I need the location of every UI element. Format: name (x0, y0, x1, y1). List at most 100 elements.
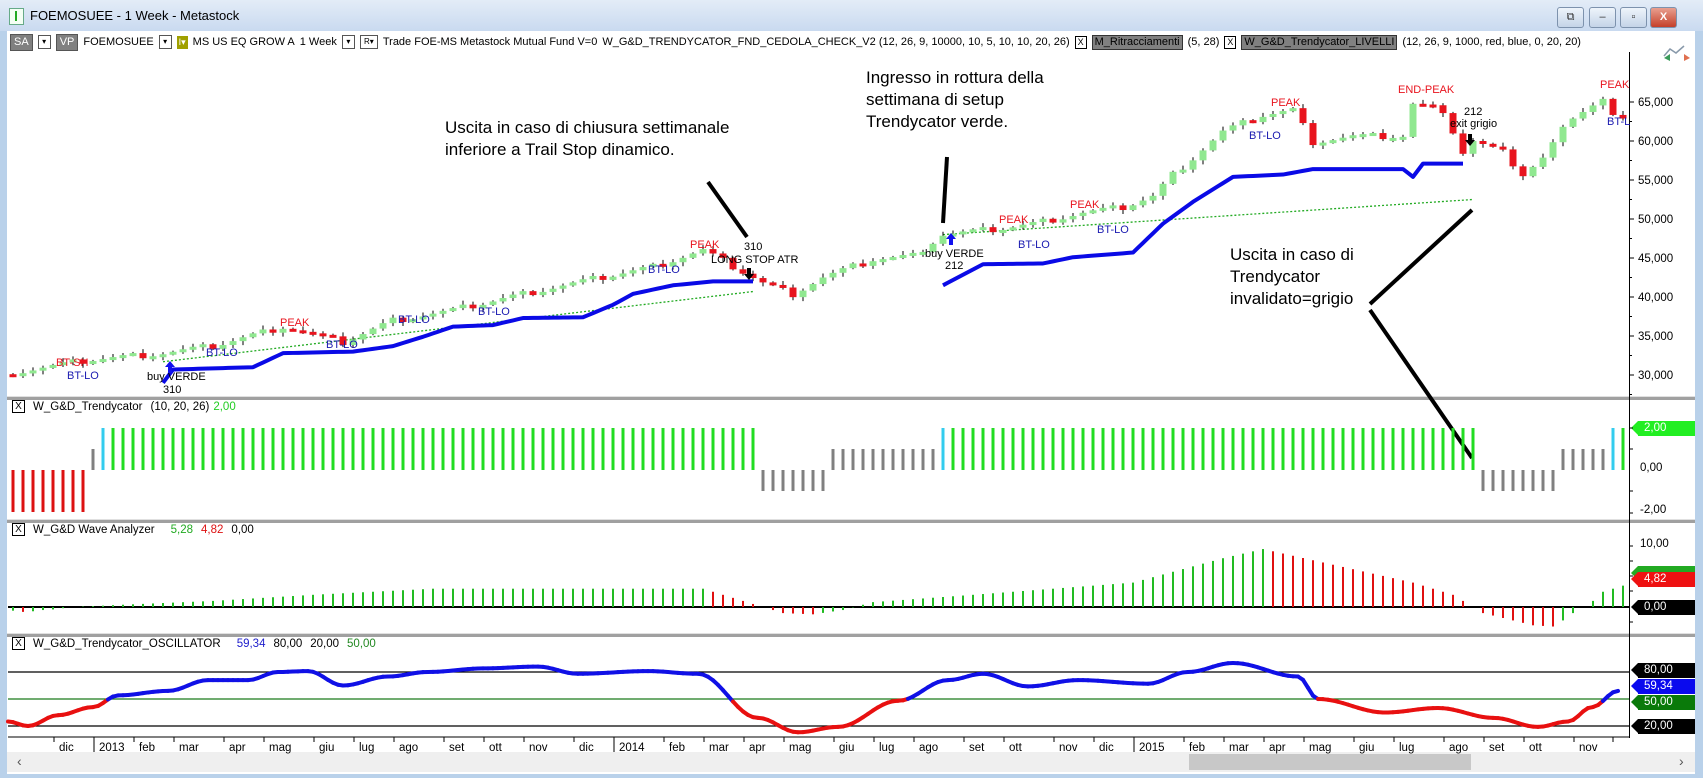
sa-dropdown-icon[interactable]: ▾ (37, 35, 51, 49)
indicator-ritracciamenti[interactable]: M_Ritracciamenti (1091, 34, 1183, 50)
time-axis-label: dic (1099, 742, 1114, 754)
chart-navigation-icon[interactable] (1662, 44, 1692, 62)
price-axis-label: 45,000 (1638, 253, 1673, 265)
pane-divider[interactable] (7, 519, 1695, 523)
maximize-button[interactable]: ▫ (1620, 7, 1647, 28)
trendycator-bar (281, 428, 285, 470)
candle-body (1349, 135, 1357, 139)
time-axis-label: mag (269, 742, 291, 754)
wave-bar (722, 594, 724, 607)
trendycator-bar (1151, 428, 1155, 470)
restore-float-button[interactable]: ⧉ (1557, 7, 1584, 28)
candle-body (779, 284, 787, 288)
candle-body (89, 361, 97, 365)
wave-bar (1522, 607, 1524, 623)
candle-body (869, 261, 877, 266)
wave-bar (482, 588, 484, 607)
chart-signal-label: 212 (1464, 106, 1482, 118)
candle-body (1019, 224, 1027, 228)
sa-button[interactable]: SA (10, 33, 33, 51)
candle-body (1549, 142, 1557, 158)
wave-bar (602, 588, 604, 607)
close-pane-icon[interactable]: X (12, 523, 25, 536)
scrollbar-thumb[interactable] (1189, 754, 1471, 770)
candle-body (119, 355, 127, 359)
symbol-dropdown-icon[interactable]: ▾ (158, 35, 172, 49)
scroll-left-icon[interactable]: ‹ (17, 753, 22, 769)
wave-bar (812, 607, 814, 615)
wave-bar (632, 588, 634, 607)
candle-body (579, 279, 587, 283)
candle-body (169, 351, 177, 355)
chart-signal-label: BT-L (1607, 116, 1630, 128)
wave-bar (862, 604, 864, 607)
wave-bar (1312, 560, 1314, 607)
indicator-name[interactable]: W_G&D_Trendycator_OSCILLATOR (33, 637, 221, 650)
wave-bar (572, 588, 574, 607)
candle-body (1429, 104, 1437, 108)
trendycator-bar (441, 428, 445, 470)
trendycator-bar (1521, 470, 1525, 491)
chart-signal-label: BT-LO (1018, 239, 1050, 251)
vp-button[interactable]: VP (55, 33, 79, 51)
wave-bar (1342, 566, 1344, 607)
candle-body (689, 253, 697, 258)
indicator-livelli[interactable]: W_G&D_Trendycator_LIVELLI (1241, 34, 1398, 50)
trendycator-bar (1081, 428, 1085, 470)
expert-indicator-label[interactable]: W_G&D_TRENDYCATOR_FND_CEDOLA_CHECK_V2 (1… (602, 36, 1070, 48)
close-pane-icon[interactable]: X (12, 637, 25, 650)
candle-body (1459, 133, 1467, 154)
osc-50-tag: 50,00 (1631, 695, 1695, 710)
candle-body (1119, 205, 1127, 211)
remove-indicator-icon[interactable]: X (1224, 35, 1237, 49)
trendycator-bar (1271, 428, 1275, 470)
time-axis-label: nov (1579, 742, 1598, 754)
close-button[interactable]: X (1650, 7, 1677, 28)
trendycator-bar (1421, 428, 1425, 470)
candle-body (299, 330, 307, 334)
chart-signal-label: LONG STOP ATR (711, 254, 798, 266)
wave-bar (352, 592, 354, 607)
pane-divider[interactable] (7, 633, 1695, 637)
wave-bar (1332, 564, 1334, 607)
candle-body (79, 359, 87, 364)
wave-bar (182, 602, 184, 607)
trendycator-bar (61, 470, 65, 512)
wave-bar (1612, 588, 1614, 607)
trendycator-bar (831, 449, 835, 470)
candle-body (1029, 222, 1037, 226)
candle-body (529, 291, 537, 296)
candle-body (309, 331, 317, 335)
candle-body (359, 334, 367, 340)
r-dropdown-button[interactable]: R▾ (359, 35, 378, 49)
trendycator-bar (1311, 428, 1315, 470)
time-axis-label: lug (1399, 742, 1414, 754)
wave-bar (1432, 588, 1434, 607)
chart-signal-label: BT-LO (1097, 224, 1129, 236)
chart-signal-label: END-PEAK (1398, 84, 1455, 96)
trendycator-bar (71, 470, 75, 512)
pane-divider[interactable] (7, 396, 1695, 400)
candle-body (1059, 219, 1067, 223)
wave-bar (992, 593, 994, 607)
indicator-name[interactable]: W_G&D_Trendycator (33, 400, 143, 413)
close-pane-icon[interactable]: X (12, 400, 25, 413)
wave-bar (1602, 591, 1604, 607)
minimize-button[interactable]: – (1589, 7, 1616, 28)
arrow-up-icon (946, 232, 956, 245)
trendycator-bar (201, 428, 205, 470)
indicator-name[interactable]: W_G&D Wave Analyzer (33, 523, 155, 536)
callout-line: Trendycator (1230, 267, 1321, 286)
wave-bar (712, 591, 714, 607)
wave-bar (112, 605, 114, 607)
scroll-right-icon[interactable]: › (1679, 753, 1684, 769)
period-dropdown-icon[interactable]: ▾ (341, 35, 355, 49)
wave-bar (1172, 571, 1174, 607)
trendycator-bar (391, 428, 395, 470)
horizontal-scrollbar[interactable]: ‹ › (7, 752, 1695, 772)
remove-indicator-icon[interactable]: X (1074, 35, 1087, 49)
indicator-dropdown-icon[interactable]: I▾ (176, 35, 188, 49)
wave-bar (1482, 607, 1484, 614)
candle-body (1329, 140, 1337, 144)
